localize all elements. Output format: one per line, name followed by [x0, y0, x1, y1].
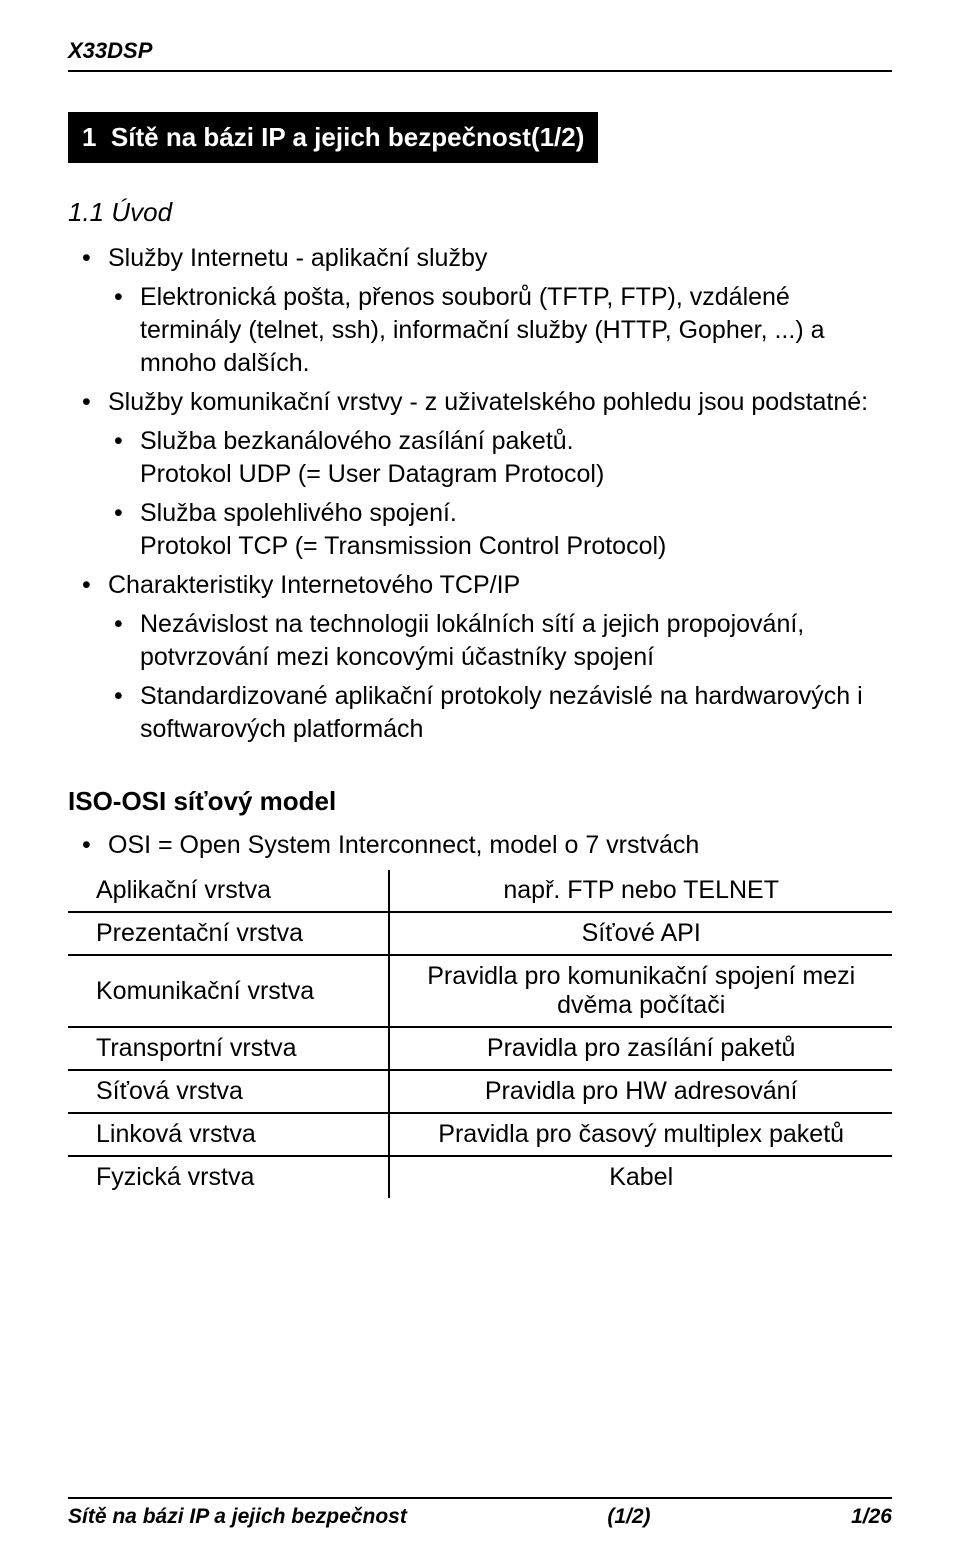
osi-layer-name: Síťová vrstva — [68, 1070, 389, 1113]
bullet-item: Nezávislost na technologii lokálních sít… — [68, 608, 892, 674]
bullet-text: Charakteristiky Internetového TCP/IP — [108, 571, 520, 599]
bullet-item: Standardizované aplikační protokoly nezá… — [68, 680, 892, 746]
bullet-item: Služby Internetu - aplikační služby Elek… — [68, 242, 892, 380]
osi-layer-desc: Pravidla pro časový multiplex paketů — [389, 1113, 892, 1156]
osi-layer-desc: Síťové API — [389, 912, 892, 955]
osi-layer-name: Prezentační vrstva — [68, 912, 389, 955]
osi-layer-desc: Pravidla pro HW adresování — [389, 1070, 892, 1113]
section-title-text: Sítě na bázi IP a jejich bezpečnost(1/2) — [111, 122, 584, 152]
header-rule — [68, 70, 892, 72]
osi-intro-bullet-list: OSI = Open System Interconnect, model o … — [68, 829, 892, 862]
table-row: Síťová vrstva Pravidla pro HW adresování — [68, 1070, 892, 1113]
page-footer: Sítě na bázi IP a jejich bezpečnost (1/2… — [68, 1497, 892, 1529]
page: X33DSP 1 Sítě na bázi IP a jejich bezpeč… — [0, 0, 960, 1557]
table-row: Aplikační vrstva např. FTP nebo TELNET — [68, 870, 892, 912]
nested-bullet-list: Elektronická pošta, přenos souborů (TFTP… — [68, 281, 892, 380]
osi-model-heading: ISO-OSI síťový model — [68, 786, 892, 817]
bullet-text: Služby komunikační vrstvy - z uživatelsk… — [108, 388, 868, 416]
bullet-text: Služba bezkanálového zasílání paketů. — [140, 427, 574, 455]
nested-bullet-list: Nezávislost na technologii lokálních sít… — [68, 608, 892, 746]
table-row: Prezentační vrstva Síťové API — [68, 912, 892, 955]
subsection-title-text: Úvod — [111, 197, 172, 227]
osi-table: Aplikační vrstva např. FTP nebo TELNET P… — [68, 870, 892, 1198]
bullet-item: Služba spolehlivého spojení. Protokol TC… — [68, 497, 892, 563]
bullet-item: Charakteristiky Internetového TCP/IP Nez… — [68, 569, 892, 746]
section-title: 1 Sítě na bázi IP a jejich bezpečnost(1/… — [68, 112, 598, 163]
bullet-item: Služba bezkanálového zasílání paketů. Pr… — [68, 425, 892, 491]
subsection-number: 1.1 — [68, 197, 104, 227]
osi-layer-desc: např. FTP nebo TELNET — [389, 870, 892, 912]
nested-bullet-list: Služba bezkanálového zasílání paketů. Pr… — [68, 425, 892, 563]
osi-layer-desc: Pravidla pro komunikační spojení mezi dv… — [389, 955, 892, 1027]
footer-line: Sítě na bázi IP a jejich bezpečnost (1/2… — [68, 1497, 892, 1529]
table-row: Komunikační vrstva Pravidla pro komunika… — [68, 955, 892, 1027]
bullet-after-text: Protokol TCP (= Transmission Control Pro… — [140, 530, 892, 563]
bullet-after-text: Protokol UDP (= User Datagram Protocol) — [140, 458, 892, 491]
footer-right: 1/26 — [851, 1505, 892, 1529]
footer-center: (1/2) — [607, 1505, 650, 1529]
bullet-item: OSI = Open System Interconnect, model o … — [68, 829, 892, 862]
subsection-title: 1.1 Úvod — [68, 197, 892, 228]
bullet-item: Elektronická pošta, přenos souborů (TFTP… — [68, 281, 892, 380]
osi-layer-name: Transportní vrstva — [68, 1027, 389, 1070]
bullet-text: Služba spolehlivého spojení. — [140, 499, 457, 527]
osi-layer-desc: Pravidla pro zasílání paketů — [389, 1027, 892, 1070]
doc-header-code: X33DSP — [68, 38, 892, 64]
osi-layer-desc: Kabel — [389, 1156, 892, 1198]
osi-layer-name: Fyzická vrstva — [68, 1156, 389, 1198]
table-row: Linková vrstva Pravidla pro časový multi… — [68, 1113, 892, 1156]
bullet-text: Služby Internetu - aplikační služby — [108, 244, 487, 272]
footer-left: Sítě na bázi IP a jejich bezpečnost — [68, 1505, 407, 1529]
osi-layer-name: Aplikační vrstva — [68, 870, 389, 912]
osi-layer-name: Linková vrstva — [68, 1113, 389, 1156]
top-bullet-list: Služby Internetu - aplikační služby Elek… — [68, 242, 892, 746]
section-number: 1 — [82, 122, 96, 152]
table-row: Fyzická vrstva Kabel — [68, 1156, 892, 1198]
osi-layer-name: Komunikační vrstva — [68, 955, 389, 1027]
table-row: Transportní vrstva Pravidla pro zasílání… — [68, 1027, 892, 1070]
bullet-item: Služby komunikační vrstvy - z uživatelsk… — [68, 386, 892, 563]
